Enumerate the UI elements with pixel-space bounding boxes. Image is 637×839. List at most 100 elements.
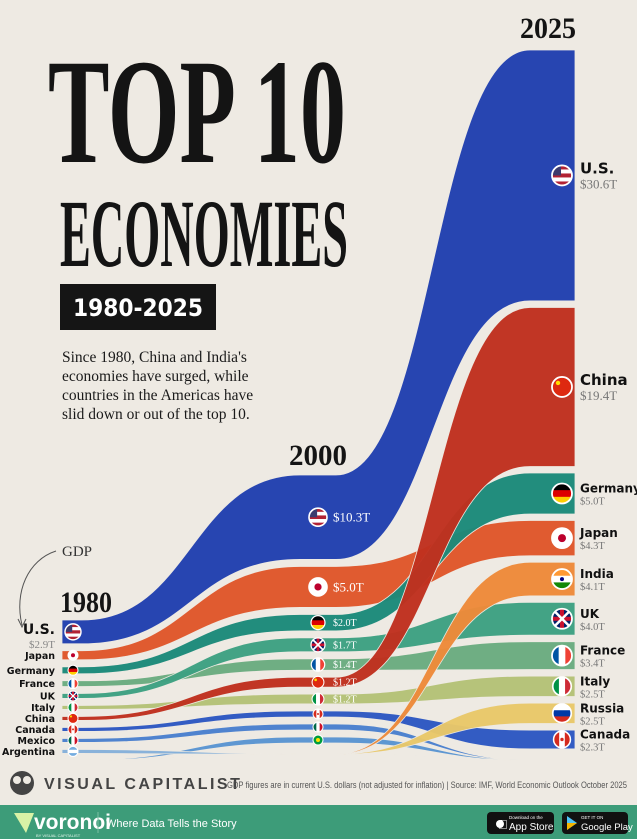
value-2025: $2.5T [580, 716, 605, 727]
period-text: 1980-2025 [73, 294, 203, 322]
label-1980: Mexico [18, 736, 56, 747]
flag-uk-icon [551, 607, 573, 630]
value-2025: $5.0T [580, 497, 605, 508]
appstore-label: App Store [509, 822, 554, 833]
label-1980: Japan [24, 651, 55, 662]
band-india [61, 561, 576, 761]
label-1980: France [19, 679, 55, 690]
flag-it-icon [67, 701, 79, 713]
flag-jp-icon [551, 527, 573, 550]
value-2000: $5.0T [333, 579, 364, 594]
label-1980: China [25, 714, 55, 725]
flag-us-icon [308, 507, 328, 528]
band-argentina [61, 749, 576, 761]
flag-us-icon [551, 164, 573, 187]
appstore-small: Download on the [509, 815, 543, 820]
brand-name: VISUAL CAPITALIST [44, 776, 242, 793]
source-note: GDP figures are in current U.S. dollars … [227, 780, 627, 790]
flag-de-icon [67, 664, 79, 676]
voronoi-wordmark: voronoi [34, 811, 111, 834]
year-label-2025: 2025 [520, 12, 576, 45]
label-1980: Italy [31, 703, 56, 714]
value-2025: $4.1T [580, 582, 605, 593]
flag-jp-icon [67, 649, 79, 661]
flag-mx-icon [312, 721, 324, 733]
voronoi-sub: BY VISUAL CAPITALIST [36, 833, 81, 838]
label-2025: UK [580, 607, 600, 621]
flag-br-icon [312, 734, 324, 746]
flag-cn-icon [551, 376, 573, 398]
flag-ca-icon [312, 708, 324, 720]
description-line: slid down or out of the top 10. [62, 406, 250, 423]
label-2025: France [580, 644, 625, 658]
title-line2: ECONOMIES [60, 180, 348, 287]
label-1980: UK [40, 691, 56, 702]
value-1980: $2.9T [29, 639, 55, 651]
description-line: countries in the Americas have [62, 387, 253, 404]
description-line: Since 1980, China and India's [62, 349, 247, 366]
value-2000: $1.7T [333, 640, 357, 651]
labels-layer: U.S.$2.9TJapanGermanyFranceUKItalyChinaC… [2, 159, 637, 757]
flag-in-icon [551, 568, 573, 590]
value-2025: $4.3T [580, 541, 605, 552]
flag-it-icon [311, 692, 325, 706]
description: Since 1980, China and India's economies … [62, 349, 253, 423]
tagline: Where Data Tells the Story [106, 818, 237, 830]
value-2025: $30.6T [580, 176, 617, 191]
visual-capitalist-logo-icon [10, 771, 34, 795]
value-2000: $2.0T [333, 618, 357, 629]
flag-fr-icon [67, 678, 79, 690]
value-2000: $10.3T [333, 510, 370, 525]
label-2025: China [580, 371, 628, 389]
flag-fr-icon [551, 644, 573, 667]
year-label-2000: 2000 [289, 439, 347, 472]
value-2025: $2.3T [580, 742, 605, 753]
label-2025: U.S. [580, 159, 614, 177]
label-2025: India [580, 567, 614, 581]
voronoi-logo-icon [14, 813, 34, 833]
gdp-arrow [19, 550, 57, 626]
label-2025: Canada [580, 727, 630, 741]
google-play-button[interactable]: GET IT ON Google Play [562, 812, 633, 834]
label-2025: Germany [580, 482, 637, 496]
gdp-arrowhead-icon [17, 618, 27, 629]
app-store-button[interactable]:  Download on the App Store [487, 812, 554, 834]
flag-ar-icon [67, 745, 79, 757]
value-2025: $19.4T [580, 388, 617, 403]
title-line1: TOP 10 [48, 29, 346, 195]
flag-uk-icon [67, 690, 79, 702]
flag-ru-icon [551, 703, 573, 724]
flag-mx-icon [67, 734, 79, 746]
flag-fr-icon [310, 657, 326, 672]
googleplay-label: Google Play [581, 822, 633, 833]
value-2025: $3.4T [580, 659, 605, 670]
value-2025: $4.0T [580, 622, 605, 633]
flag-uk-icon [310, 637, 326, 653]
value-2025: $2.5T [580, 689, 605, 700]
flag-cn-icon [311, 675, 325, 689]
value-2000: $1.2T [333, 695, 357, 706]
flag-de-icon [551, 482, 573, 505]
flag-us-icon [64, 623, 82, 641]
flag-ca-icon [67, 723, 79, 735]
label-2025: Japan [579, 526, 618, 540]
googleplay-small: GET IT ON [581, 815, 603, 820]
description-line: economies have surged, while [62, 368, 249, 385]
label-1980: Germany [7, 666, 56, 677]
year-label-1980: 1980 [60, 586, 112, 619]
flag-it-icon [551, 676, 573, 697]
band-china [61, 307, 576, 721]
period-badge [60, 284, 216, 330]
label-1980: Canada [15, 725, 55, 736]
gdp-annotation: GDP [62, 544, 92, 560]
flag-de-icon [310, 615, 326, 631]
band-canada [61, 710, 576, 750]
band-germany [61, 472, 576, 675]
label-2025: Italy [580, 674, 610, 688]
label-1980: U.S. [23, 622, 55, 638]
label-2025: Russia [580, 701, 624, 715]
flag-ca-icon [552, 730, 572, 749]
label-1980: Argentina [2, 747, 55, 758]
